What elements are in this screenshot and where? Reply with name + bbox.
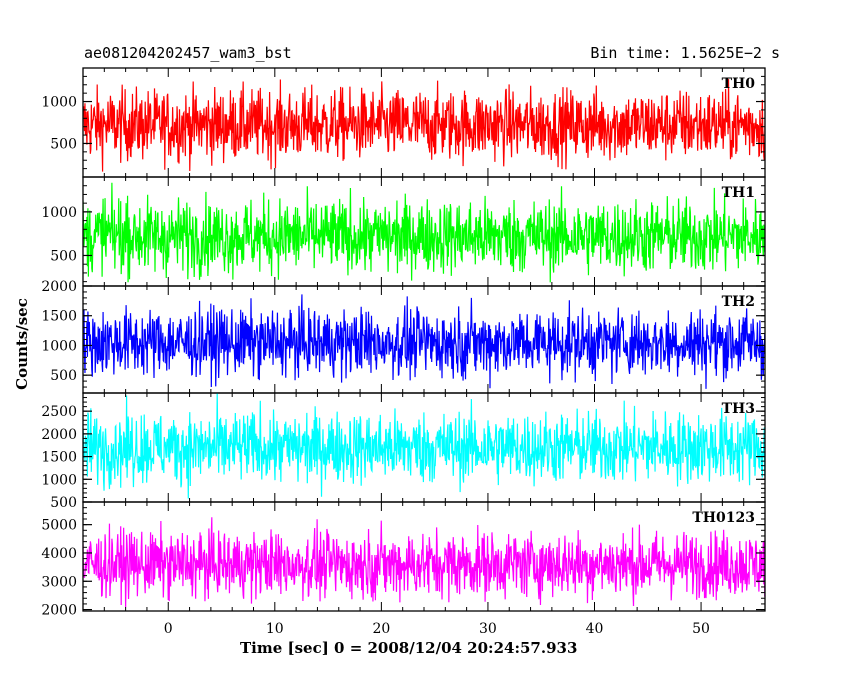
y-tick-label: 2000: [41, 427, 77, 443]
x-axis-label: Time [sec] 0 = 2008/12/04 20:24:57.933: [240, 639, 578, 657]
y-tick-label: 2500: [41, 404, 77, 420]
series-trace-th2: [83, 294, 765, 389]
x-tick-label: 20: [372, 621, 390, 637]
chart-title: ae081204202457_wam3_bst: [84, 44, 292, 62]
x-tick-label: 10: [266, 621, 284, 637]
panel-th0123: 2000 3000 4000 5000 TH0123: [41, 501, 766, 619]
x-tick-label: 0: [164, 621, 173, 637]
y-tick-label: 3000: [41, 574, 77, 590]
y-tick-label: 1500: [41, 309, 77, 325]
series-trace-th0123: [83, 517, 765, 608]
panel-th1: 500 1000 TH1: [41, 176, 766, 287]
panel-label-th3: TH3: [722, 401, 755, 417]
y-tick-label: 2000: [41, 279, 77, 295]
y-tick-label: 500: [50, 136, 77, 152]
y-tick-label: 5000: [41, 518, 77, 534]
panel-th2: 500 1000 1500 2000 TH2: [41, 279, 766, 394]
y-tick-label: 1500: [41, 450, 77, 466]
y-tick-label: 2000: [41, 603, 77, 619]
bin-time-label: Bin time: 1.5625E−2 s: [590, 44, 780, 62]
y-tick-label: 1000: [41, 205, 77, 221]
panel-th3: 500 1000 1500 2000 2500 TH3: [41, 392, 766, 511]
y-tick-label: 500: [50, 248, 77, 264]
y-tick-label: 1000: [41, 338, 77, 354]
x-tick-label: 40: [586, 621, 604, 637]
series-trace-th3: [83, 393, 765, 499]
series-trace-th0: [83, 79, 765, 172]
y-tick-label: 500: [50, 368, 77, 384]
panel-label-th0: TH0: [722, 76, 756, 92]
panel-label-th0123: TH0123: [692, 510, 755, 526]
panel-label-th2: TH2: [722, 294, 755, 310]
y-tick-label: 4000: [41, 546, 77, 562]
series-trace-th1: [83, 182, 765, 283]
x-tick-label: 50: [692, 621, 710, 637]
panel-label-th1: TH1: [722, 185, 755, 201]
y-tick-label: 1000: [41, 472, 77, 488]
y-tick-label: 500: [50, 495, 77, 511]
x-tick-label: 30: [479, 621, 497, 637]
panel-th0: 500 1000 TH0: [41, 67, 766, 178]
y-tick-label: 1000: [41, 95, 77, 111]
